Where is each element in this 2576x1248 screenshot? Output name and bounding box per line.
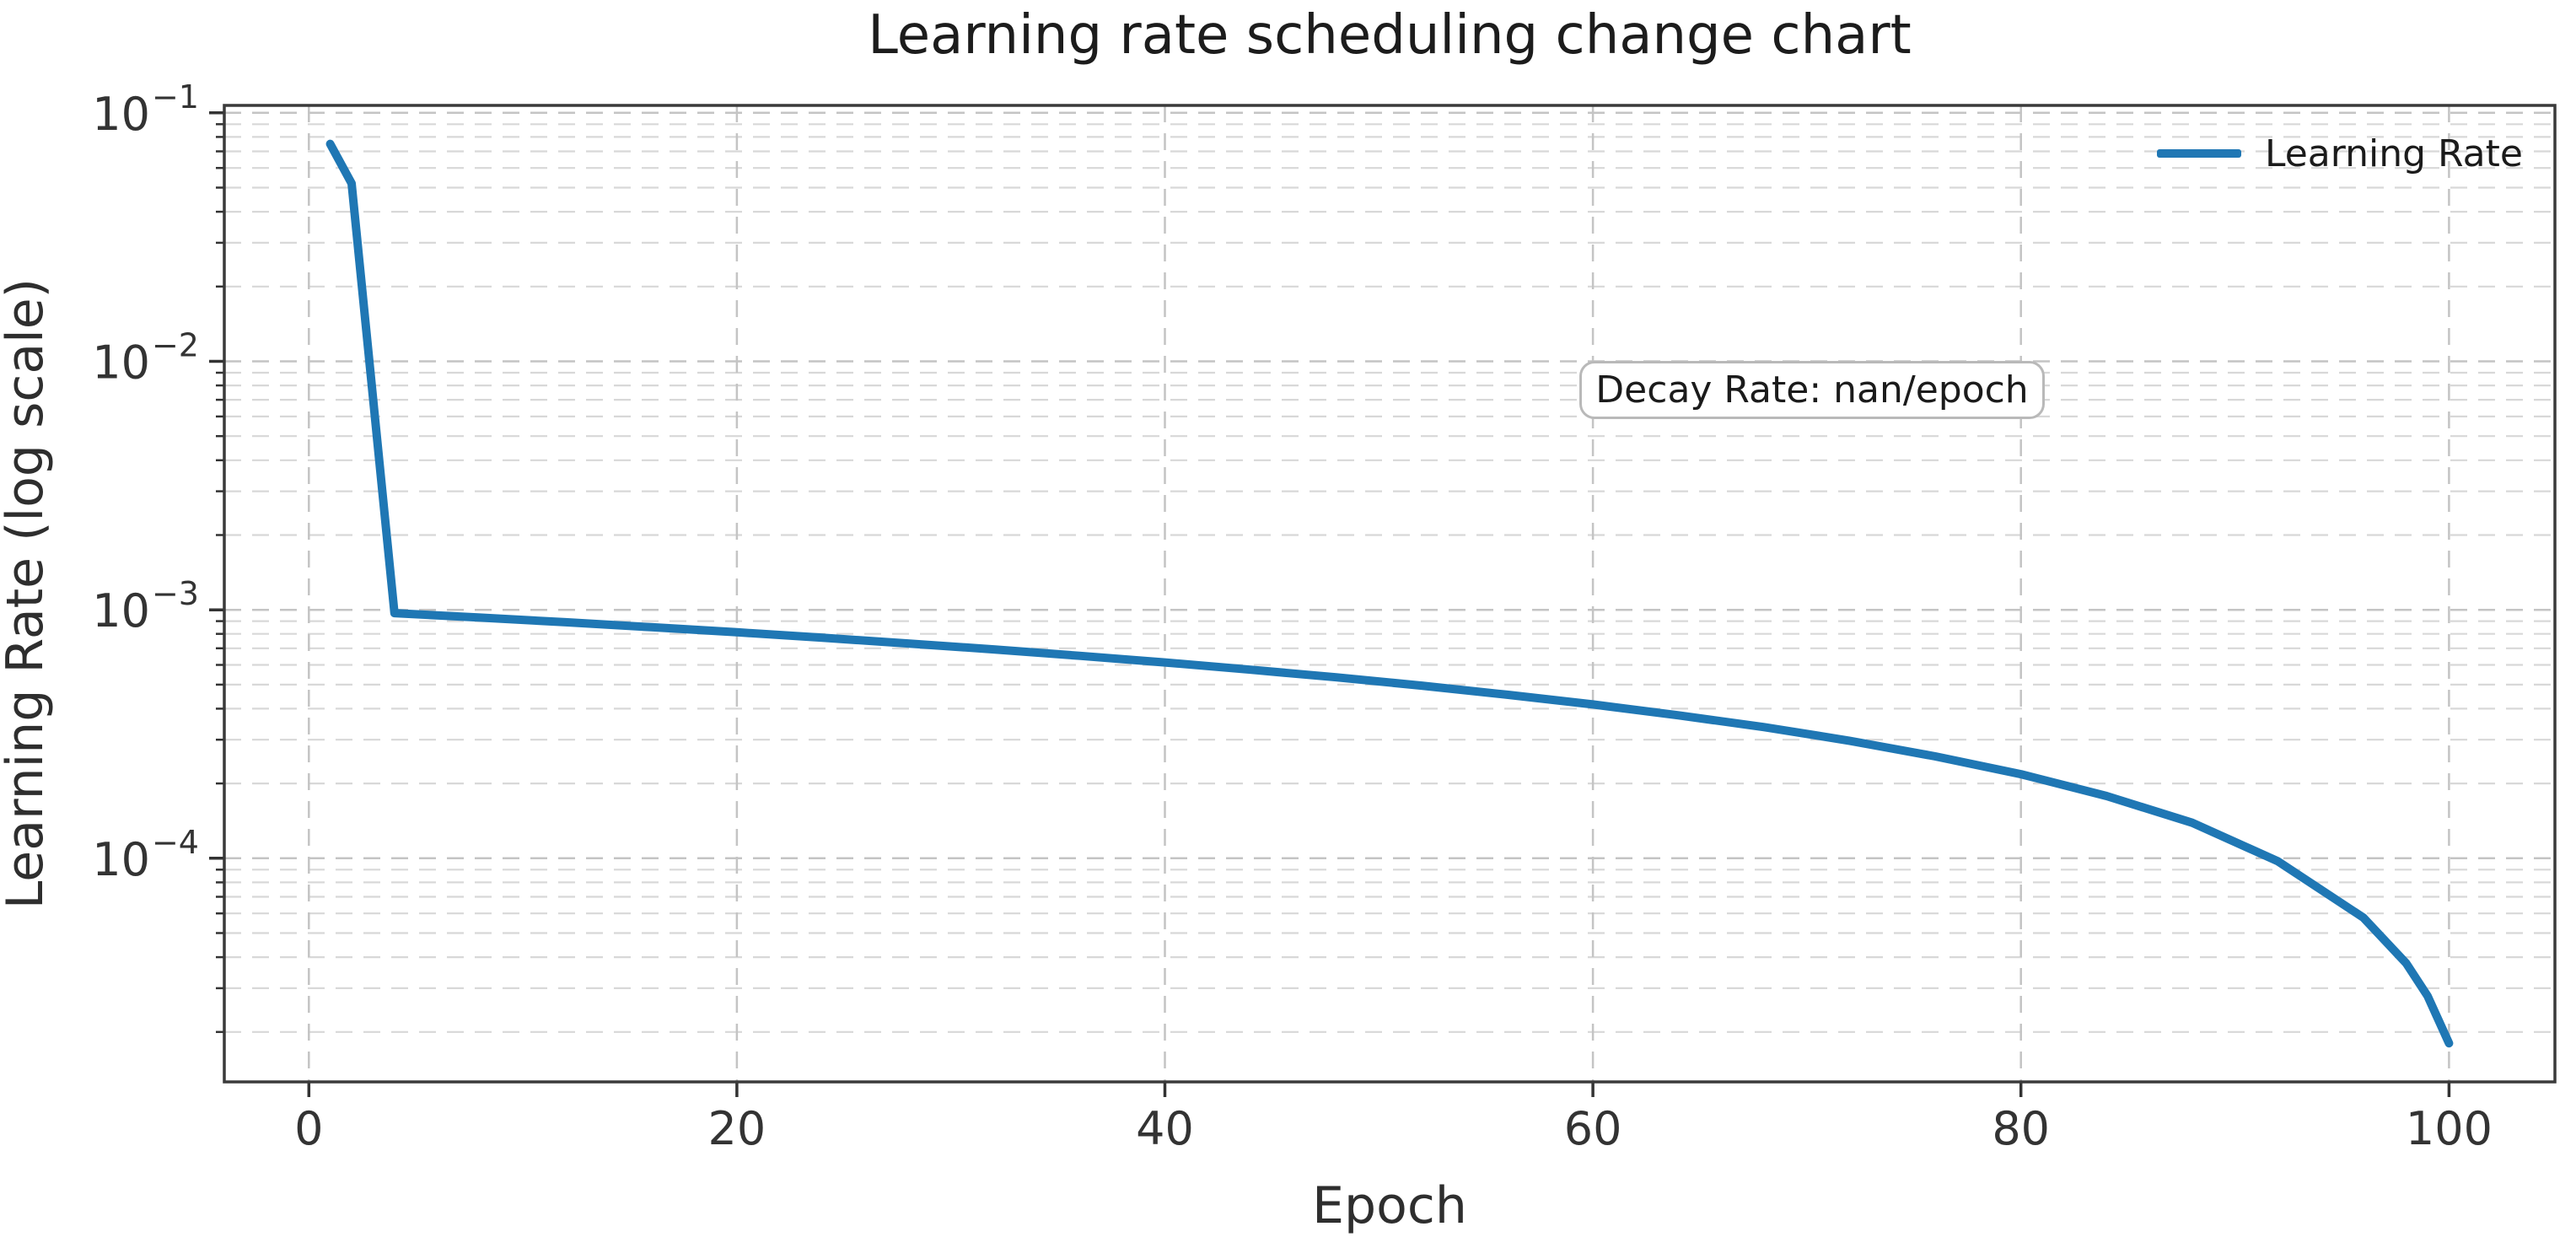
axis-ticks bbox=[209, 111, 2451, 1097]
y-tick-label: 10−4 bbox=[92, 824, 199, 886]
y-tick-labels: 10−1 10−2 10−3 10−4 bbox=[92, 78, 199, 886]
y-tick-label: 10−1 bbox=[92, 78, 199, 141]
y-tick-label: 10−2 bbox=[92, 327, 199, 390]
x-tick-label: 100 bbox=[2406, 1102, 2493, 1155]
legend: Learning Rate bbox=[2157, 126, 2523, 180]
chart-title: Learning rate scheduling change chart bbox=[868, 4, 1912, 67]
plot-frame bbox=[223, 104, 2557, 1084]
x-axis-label: Epoch bbox=[1312, 1176, 1467, 1235]
x-tick-label: 0 bbox=[294, 1102, 323, 1155]
y-axis-label: Learning Rate (log scale) bbox=[0, 277, 55, 910]
x-tick-label: 60 bbox=[1564, 1102, 1622, 1155]
legend-label: Learning Rate bbox=[2265, 132, 2523, 175]
legend-line-swatch bbox=[2157, 149, 2241, 158]
x-tick-labels: 0 20 40 60 80 100 bbox=[294, 1102, 2493, 1155]
grid-minor-lines bbox=[224, 123, 2555, 1033]
y-tick-label: 10−3 bbox=[92, 575, 199, 637]
learning-rate-line bbox=[325, 139, 2454, 1048]
grid-major-lines bbox=[224, 105, 2555, 1082]
x-tick-label: 80 bbox=[1992, 1102, 2050, 1155]
x-tick-label: 20 bbox=[708, 1102, 766, 1155]
x-tick-label: 40 bbox=[1136, 1102, 1194, 1155]
decay-rate-annotation: Decay Rate: nan/epoch bbox=[1579, 361, 2045, 419]
